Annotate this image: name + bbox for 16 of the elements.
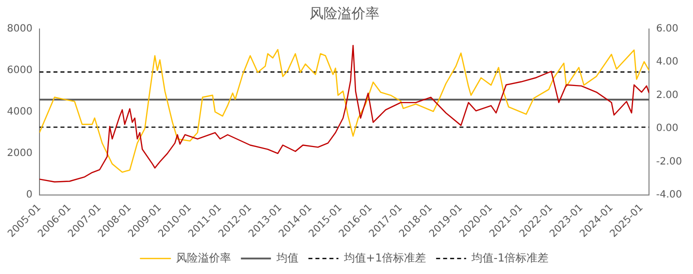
y-tick-label: 8000 — [6, 23, 32, 34]
y-tick-label: 0 — [26, 190, 32, 201]
legend-label: 风险溢价率 — [176, 251, 231, 264]
y2-tick-label: 0.00 — [656, 123, 678, 134]
y-tick-label: 6000 — [6, 64, 32, 76]
y-tick-label: 2000 — [6, 148, 32, 160]
chart-title: 风险溢价率 — [310, 6, 380, 22]
y2-tick-label: 2.00 — [656, 90, 678, 101]
legend-label: 均值-1倍标准差 — [470, 251, 549, 264]
y2-tick-label: 6.00 — [656, 23, 678, 34]
y2-tick-label: -2.00 — [656, 156, 682, 168]
y-tick-label: 4000 — [6, 106, 32, 118]
legend-label: 均值+1倍标准差 — [342, 251, 426, 264]
legend-label: 均值 — [275, 251, 298, 264]
y2-tick-label: -4.00 — [656, 190, 682, 201]
y2-tick-label: 4.00 — [656, 56, 678, 68]
